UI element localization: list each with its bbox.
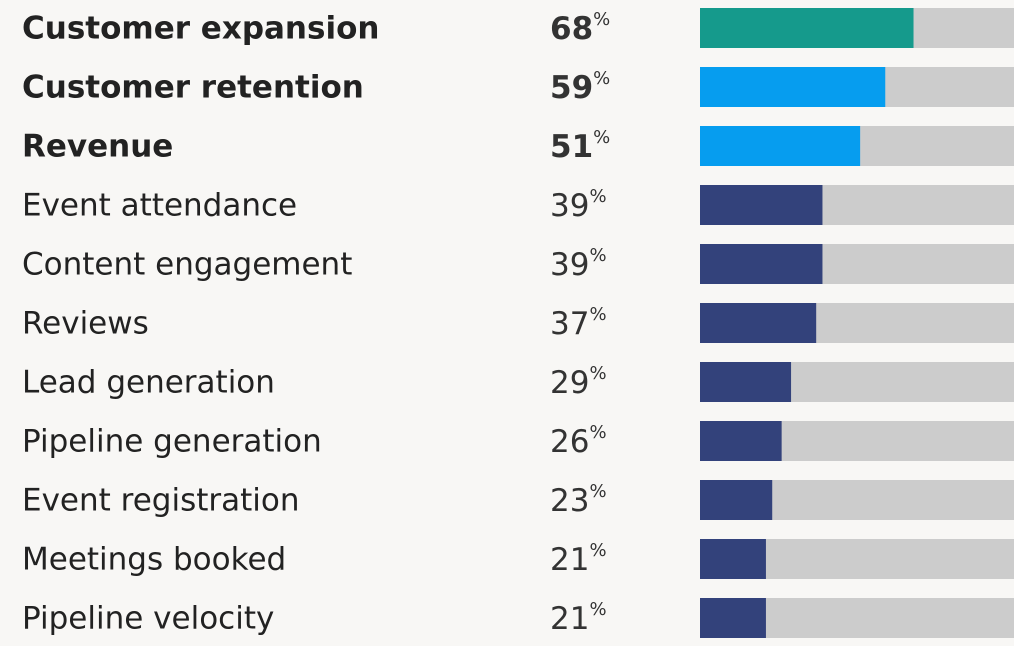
bar [700, 362, 792, 402]
value-number: 39 [550, 188, 589, 224]
value-label: 39% [550, 245, 607, 283]
category-label: Pipeline generation [22, 424, 322, 460]
bar [700, 421, 782, 461]
value-unit: % [589, 363, 606, 384]
value-unit: % [593, 9, 610, 30]
value-label: 23% [550, 481, 607, 519]
value-number: 23 [550, 483, 589, 519]
bar [700, 539, 766, 579]
value-unit: % [589, 599, 606, 620]
value-number: 21 [550, 601, 589, 637]
category-label: Lead generation [22, 365, 275, 401]
value-number: 68 [550, 11, 593, 47]
value-number: 51 [550, 129, 593, 165]
bar [700, 126, 861, 166]
value-number: 39 [550, 247, 589, 283]
bar [700, 598, 766, 638]
value-label: 39% [550, 186, 607, 224]
value-unit: % [589, 304, 606, 325]
bar [700, 185, 823, 225]
value-label: 29% [550, 363, 607, 401]
category-label: Customer expansion [22, 11, 379, 47]
bar [700, 480, 773, 520]
value-label: 59% [550, 68, 610, 106]
value-unit: % [593, 68, 610, 89]
category-label: Revenue [22, 129, 173, 165]
category-label: Event registration [22, 483, 300, 519]
bar [700, 67, 886, 107]
category-label: Reviews [22, 306, 149, 342]
value-unit: % [589, 245, 606, 266]
value-number: 29 [550, 365, 589, 401]
value-unit: % [589, 422, 606, 443]
category-label: Pipeline velocity [22, 601, 274, 637]
bar [700, 244, 823, 284]
value-number: 37 [550, 306, 589, 342]
value-unit: % [589, 481, 606, 502]
value-label: 37% [550, 304, 607, 342]
value-unit: % [589, 540, 606, 561]
value-label: 51% [550, 127, 610, 165]
bar [700, 303, 817, 343]
value-unit: % [589, 186, 606, 207]
value-unit: % [593, 127, 610, 148]
value-label: 21% [550, 599, 607, 637]
category-label: Event attendance [22, 188, 297, 224]
value-number: 26 [550, 424, 589, 460]
value-number: 59 [550, 70, 593, 106]
bar [700, 8, 914, 48]
category-label: Customer retention [22, 70, 364, 106]
value-number: 21 [550, 542, 589, 578]
category-label: Meetings booked [22, 542, 286, 578]
value-label: 68% [550, 9, 610, 47]
value-label: 26% [550, 422, 607, 460]
category-label: Content engagement [22, 247, 352, 283]
value-label: 21% [550, 540, 607, 578]
